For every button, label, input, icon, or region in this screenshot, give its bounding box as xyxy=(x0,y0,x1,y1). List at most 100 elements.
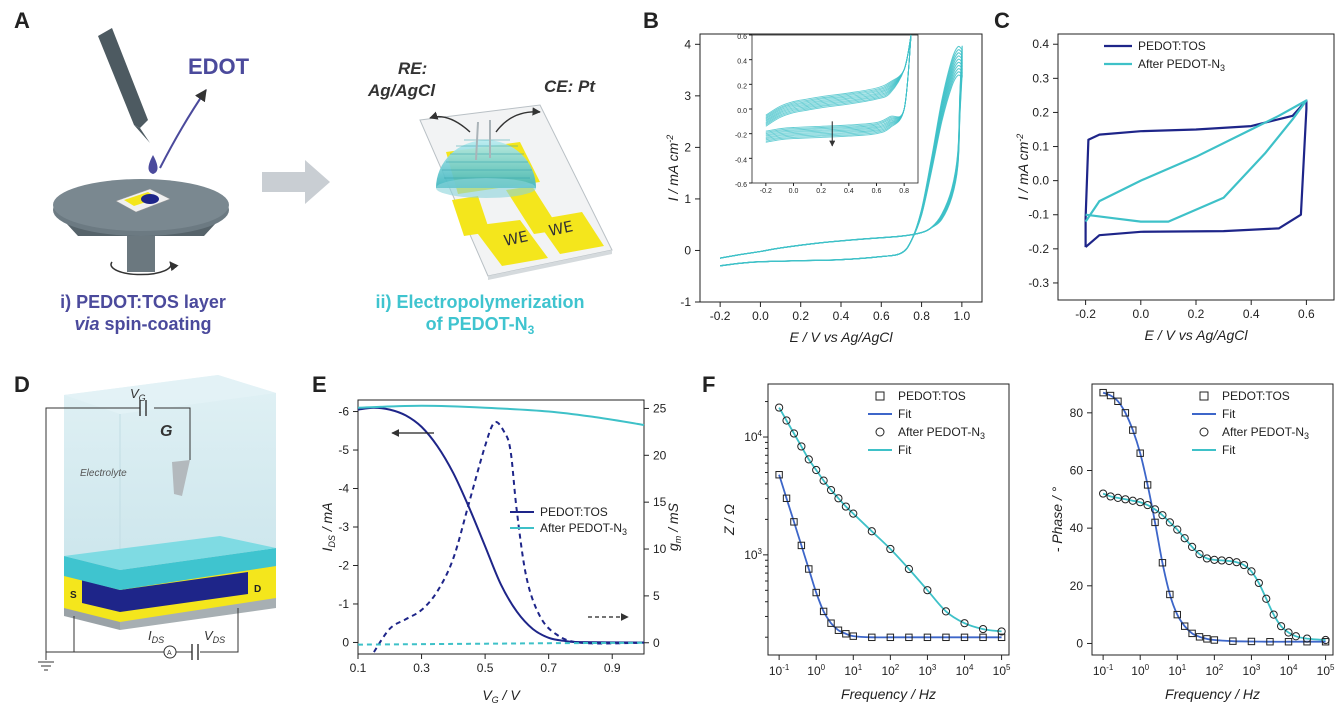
panel-label-f: F xyxy=(702,372,715,397)
y-tick-label: 5 xyxy=(653,589,660,603)
y-tick-label: 15 xyxy=(653,495,667,509)
data-marker-circle xyxy=(1254,578,1263,588)
y-tick-label: -0.1 xyxy=(1028,208,1049,222)
y-tick-label: -0.6 xyxy=(735,182,747,189)
x-tick-label: 0.4 xyxy=(1243,307,1260,321)
legend-label-0: PEDOT:TOS xyxy=(1138,39,1206,53)
gate-electrode xyxy=(172,460,190,496)
x-axis-label: E / V vs Ag/AgCl xyxy=(790,329,894,345)
pipette-icon xyxy=(98,28,150,143)
data-marker-square xyxy=(960,633,969,642)
data-marker-circle xyxy=(782,416,791,425)
data-marker-circle xyxy=(1173,525,1182,534)
x-tick-label: 105 xyxy=(993,663,1011,678)
x-tick-label: 0.0 xyxy=(752,309,769,323)
step1-title-line1: i) PEDOT:TOS layer xyxy=(60,292,226,312)
y-axis-label: I / mA cm-2 xyxy=(665,135,681,202)
panel-label-e: E xyxy=(312,372,327,397)
series-line-0 xyxy=(357,406,645,644)
y-tick-label: 0 xyxy=(1076,636,1083,650)
we-label-left: WE xyxy=(502,227,530,250)
legend-label-1: Fit xyxy=(1222,407,1236,421)
fit-line-1 xyxy=(778,407,1002,633)
legend-marker-0 xyxy=(1199,391,1209,401)
x-tick-label: 0.4 xyxy=(844,188,854,195)
data-marker-square xyxy=(1136,449,1144,457)
legend-label-0: PEDOT:TOS xyxy=(898,389,966,403)
we-label-right: WE xyxy=(547,217,575,240)
x-tick-label: 10-1 xyxy=(769,663,790,678)
y-tick-label: 10 xyxy=(653,542,667,556)
x-tick-label: -0.2 xyxy=(1075,307,1096,321)
data-marker-circle xyxy=(1180,534,1189,543)
y-tick-label: 0 xyxy=(653,636,660,650)
inset-upper-line xyxy=(765,34,912,127)
x-tick-label: 102 xyxy=(1205,663,1223,678)
y-axis-label: Z / Ω xyxy=(721,504,737,536)
data-marker-square xyxy=(1203,635,1211,643)
y-tick-label: 0.4 xyxy=(737,59,747,66)
data-marker-square xyxy=(979,633,987,642)
x-tick-label: 0.1 xyxy=(350,661,367,675)
y-tick-label: 0.2 xyxy=(737,83,747,90)
fit-line-1 xyxy=(1102,492,1326,641)
data-marker-square xyxy=(1121,409,1130,417)
x-tick-label: 0.9 xyxy=(604,661,621,675)
data-marker-square xyxy=(790,518,798,526)
data-marker-square xyxy=(1099,388,1107,397)
y-tick-label: -3 xyxy=(338,520,349,534)
data-marker-square xyxy=(1143,481,1152,489)
data-marker-circle xyxy=(1269,610,1278,619)
x-axis-label: Frequency / Hz xyxy=(1165,686,1260,702)
y-tick-label: 3 xyxy=(684,89,691,103)
panel-label-d: D xyxy=(14,372,30,397)
y-axis-label: IDS / mA xyxy=(319,502,337,551)
drain-label: D xyxy=(254,584,261,595)
x-tick-label: 103 xyxy=(919,663,937,678)
x-tick-label: 104 xyxy=(1280,663,1298,678)
y-tick-label: 2 xyxy=(684,140,691,154)
y-axis-label: I / mA cm-2 xyxy=(1015,134,1031,201)
data-marker-circle xyxy=(1099,489,1108,498)
data-marker-square xyxy=(1284,638,1293,646)
y-tick-label: 80 xyxy=(1070,406,1084,420)
legend-label-1: Fit xyxy=(898,407,912,421)
x-tick-label: 0.5 xyxy=(477,661,494,675)
data-marker-square xyxy=(1195,633,1204,641)
data-marker-square xyxy=(842,630,850,638)
data-marker-circle xyxy=(789,429,799,438)
y-tick-label: 0.6 xyxy=(737,34,747,41)
data-marker-square xyxy=(942,633,950,642)
y-tick-label: 60 xyxy=(1070,463,1084,477)
data-marker-circle xyxy=(1239,560,1249,570)
ids-label: IDS xyxy=(148,628,164,645)
data-marker-square xyxy=(997,633,1006,642)
data-marker-square xyxy=(1210,636,1219,644)
y-tick-label: 0.3 xyxy=(1032,71,1049,85)
gate-label: G xyxy=(160,423,172,440)
data-marker-circle xyxy=(819,476,828,485)
data-marker-circle xyxy=(797,442,806,451)
data-marker-circle xyxy=(923,586,932,595)
vds-label: VDS xyxy=(204,628,225,645)
ammeter-icon xyxy=(163,645,177,659)
x-tick-label: 0.6 xyxy=(873,309,890,323)
edot-label: EDOT xyxy=(188,54,250,79)
x-axis-label: VG / V xyxy=(482,687,521,705)
y-axis-label: - Phase / ° xyxy=(1049,486,1065,552)
data-marker-circle xyxy=(960,619,969,628)
data-marker-circle xyxy=(1262,594,1271,603)
y-tick-label: -0.4 xyxy=(735,157,747,164)
data-marker-circle xyxy=(834,494,843,503)
step1-title-line2: via spin-coating xyxy=(74,314,211,334)
data-marker-square xyxy=(1188,629,1196,638)
data-marker-square xyxy=(1173,610,1181,619)
y-tick-label: 0.0 xyxy=(737,108,747,115)
data-marker-square xyxy=(827,619,835,627)
y-tick-label: 0.2 xyxy=(1032,105,1049,119)
data-marker-circle xyxy=(1232,558,1241,567)
x-tick-label: 0.7 xyxy=(540,661,557,675)
re-label-line1: RE: xyxy=(398,59,427,78)
data-marker-circle xyxy=(1302,634,1312,643)
